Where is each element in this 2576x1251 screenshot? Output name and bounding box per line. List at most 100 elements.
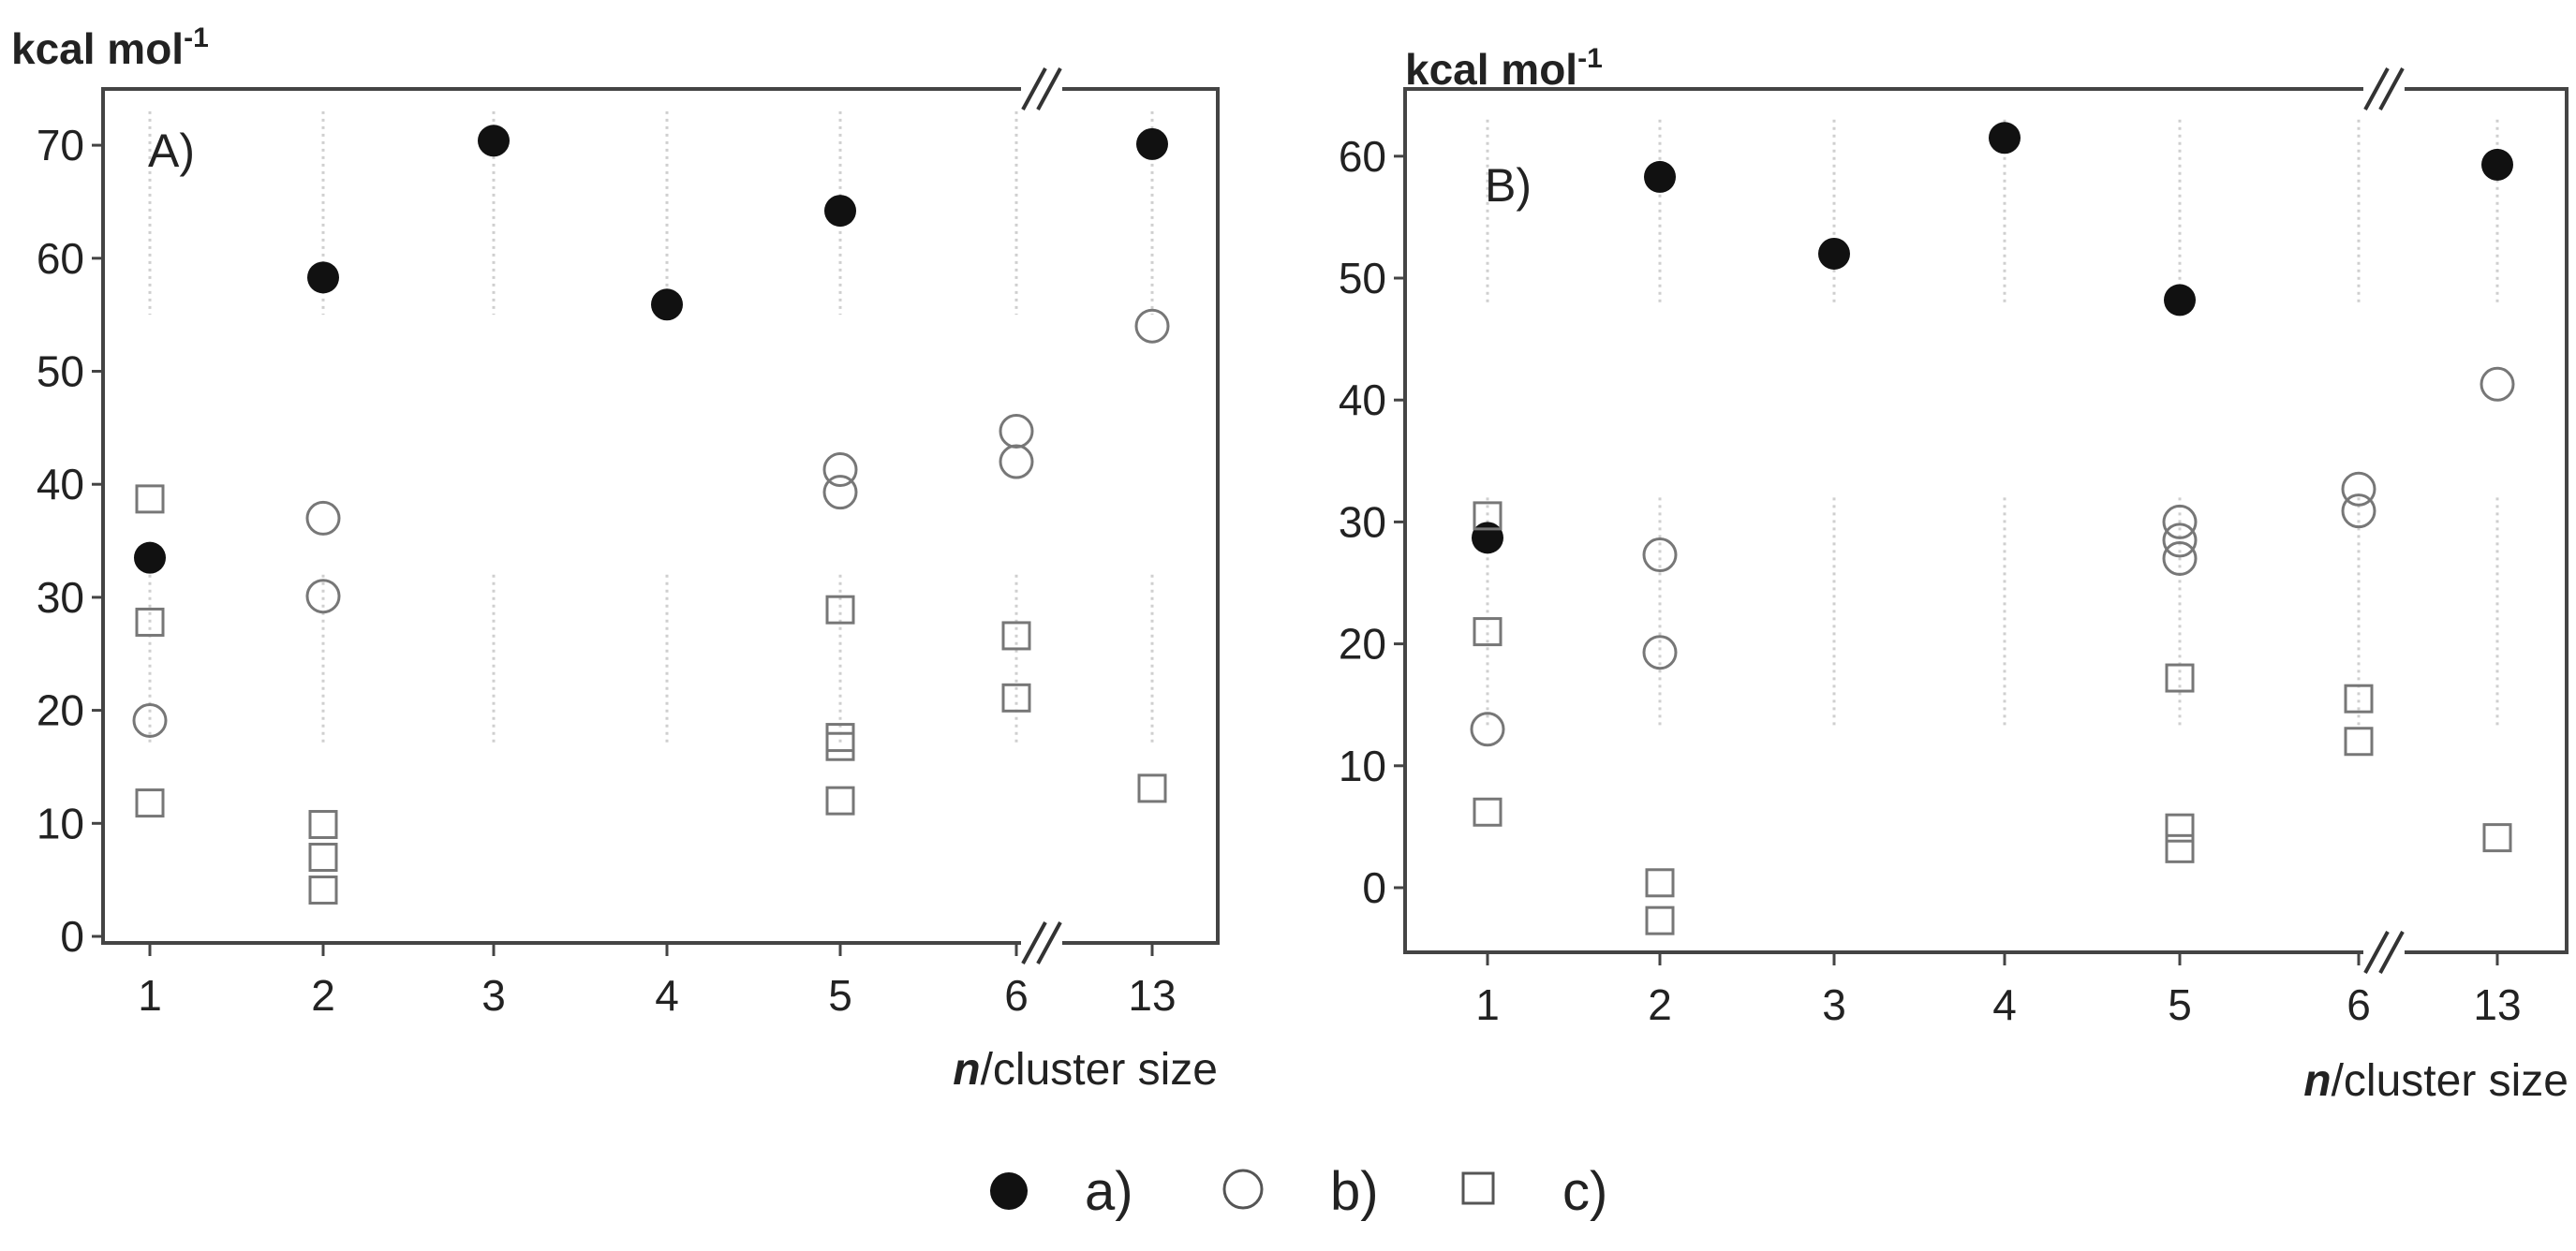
y-tick-label: 0: [60, 912, 84, 961]
x-tick-label: 2: [311, 971, 335, 1020]
point-c: [2165, 813, 2195, 843]
legend-label-b: b): [1330, 1161, 1379, 1222]
grid-lines: [148, 110, 1154, 744]
point-c: [825, 723, 855, 753]
legend-label-a: a): [1085, 1161, 1133, 1222]
y-tick-label: 40: [37, 460, 84, 508]
legend-label-c: c): [1562, 1161, 1607, 1222]
legend-item-c: c): [1461, 1161, 1607, 1222]
x-tick-label: 1: [1475, 980, 1500, 1029]
point-c: [1645, 868, 1675, 898]
axis-ticks: 0 10 20 30 40 50 60 70 1 2 3 4 5 6 13: [37, 121, 1177, 1020]
point-b: [2480, 366, 2515, 402]
point-c: [2165, 663, 2195, 693]
point-b: [2162, 522, 2198, 558]
axis-break-marks: [2363, 67, 2405, 974]
grid-lines: [1486, 119, 2499, 729]
y-tick-label: 20: [1339, 620, 1386, 669]
y-unit-label: kcal mol-1: [11, 22, 209, 73]
y-tick-label: 60: [37, 234, 84, 283]
point-c: [135, 607, 165, 637]
point-a: [478, 125, 510, 157]
y-tick-label: 40: [1339, 375, 1386, 424]
y-tick-label: 10: [37, 799, 84, 847]
x-tick-label: 13: [2473, 980, 2521, 1029]
legend-item-b: b): [1222, 1161, 1379, 1222]
chart-panel-a: 0 10 20 30 40 50 60 70 1 2 3 4 5 6 13 kcal mol-1 A) n/…: [11, 22, 1220, 1095]
x-tick-label: 6: [1004, 971, 1029, 1020]
plot-frame: [101, 87, 1220, 945]
point-b: [1642, 635, 1678, 670]
point-a: [1989, 122, 2021, 155]
y-tick-label: 0: [1362, 863, 1386, 912]
y-tick-label: 30: [37, 573, 84, 622]
open-square-icon: [1461, 1171, 1495, 1205]
point-c: [135, 484, 165, 514]
axis-break-marks: [1021, 67, 1062, 964]
x-tick-label: 13: [1128, 971, 1176, 1020]
point-a: [1472, 522, 1503, 554]
x-tick-label: 5: [2168, 980, 2192, 1029]
point-b: [2162, 540, 2198, 576]
point-c: [2344, 727, 2374, 757]
chart-panel-b: 0 10 20 30 40 50 60 1 2 3 4 5 6 13 kcal mol-1 B) n/cl…: [1339, 43, 2569, 1106]
x-tick-label: 3: [1822, 980, 1846, 1029]
x-tick-label: 2: [1648, 980, 1672, 1029]
y-tick-label: 10: [1339, 742, 1386, 790]
point-a: [2164, 284, 2196, 316]
point-b: [1470, 712, 1505, 747]
y-tick-label: 30: [1339, 497, 1386, 546]
point-c: [1001, 683, 1031, 713]
data-points: [1470, 122, 2515, 935]
y-tick-label: 60: [1339, 132, 1386, 181]
x-axis-label: n/cluster size: [953, 1045, 1218, 1095]
point-a: [2481, 148, 2513, 181]
axis-break-slash: [2378, 67, 2405, 110]
point-b: [2341, 493, 2376, 529]
point-b: [305, 579, 341, 614]
axis-break-slash: [2363, 931, 2390, 974]
x-axis-label: n/cluster size: [2303, 1056, 2569, 1106]
point-c: [308, 810, 338, 840]
point-c: [825, 595, 855, 625]
point-a: [651, 288, 683, 321]
point-c: [1473, 617, 1503, 647]
point-c: [1473, 797, 1503, 827]
axis-ticks: 0 10 20 30 40 50 60 1 2 3 4 5 6 13: [1339, 132, 2522, 1029]
data-points: [132, 125, 1170, 905]
point-c: [1645, 905, 1675, 935]
point-b: [2162, 504, 2198, 539]
x-tick-label: 4: [1992, 980, 2017, 1029]
point-b: [132, 702, 168, 738]
filled-circle-icon: [990, 1172, 1028, 1210]
axis-break-slash: [1036, 921, 1062, 964]
axis-break-slash: [2363, 67, 2390, 110]
point-c: [1137, 773, 1167, 803]
y-tick-label: 50: [37, 347, 84, 396]
point-c: [135, 788, 165, 818]
y-tick-label: 70: [37, 121, 84, 169]
y-tick-label: 50: [1339, 254, 1386, 302]
point-b: [999, 413, 1034, 449]
y-unit-label: kcal mol-1: [1405, 43, 1603, 94]
point-c: [1473, 501, 1503, 531]
panel-label: A): [148, 125, 195, 177]
x-tick-label: 4: [655, 971, 679, 1020]
axis-break-slash: [2378, 931, 2405, 974]
point-a: [134, 541, 166, 574]
point-b: [305, 500, 341, 536]
x-tick-label: 1: [138, 971, 162, 1020]
point-b: [999, 444, 1034, 479]
plot-frame: [1403, 87, 2569, 954]
legend: a) b) c): [990, 1161, 1607, 1222]
point-c: [825, 731, 855, 761]
point-a: [307, 261, 339, 294]
point-a: [1818, 237, 1850, 270]
axis-break-slash: [1036, 67, 1062, 110]
point-c: [1001, 621, 1031, 651]
point-b: [822, 475, 858, 510]
point-a: [824, 195, 856, 228]
panel-label: B): [1485, 159, 1532, 212]
point-b: [822, 452, 858, 488]
